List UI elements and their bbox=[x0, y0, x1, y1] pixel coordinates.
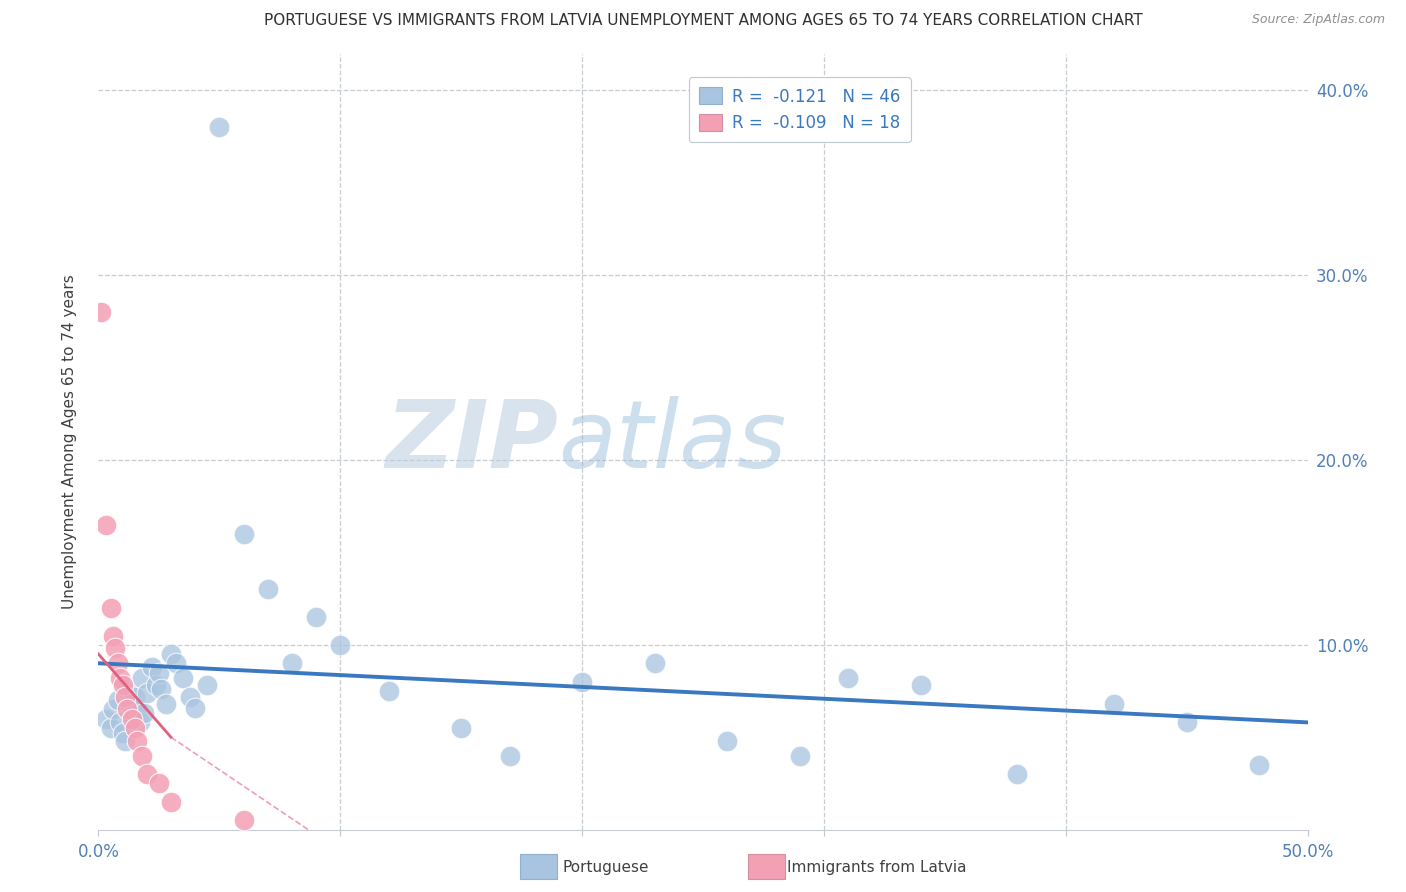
Point bbox=[107, 657, 129, 671]
Point bbox=[498, 748, 520, 763]
Point bbox=[1102, 697, 1125, 711]
Point bbox=[131, 671, 153, 685]
Point bbox=[94, 712, 117, 726]
Point bbox=[107, 693, 129, 707]
Point bbox=[160, 795, 183, 809]
Point bbox=[135, 767, 157, 781]
Point bbox=[145, 678, 167, 692]
Y-axis label: Unemployment Among Ages 65 to 74 years: Unemployment Among Ages 65 to 74 years bbox=[62, 274, 77, 609]
Point bbox=[127, 700, 149, 714]
Point bbox=[281, 657, 304, 671]
Text: Source: ZipAtlas.com: Source: ZipAtlas.com bbox=[1251, 13, 1385, 27]
Point bbox=[1249, 757, 1271, 772]
Point bbox=[256, 582, 278, 597]
Point bbox=[114, 690, 136, 704]
Point bbox=[165, 657, 187, 671]
Text: Immigrants from Latvia: Immigrants from Latvia bbox=[787, 860, 967, 874]
Point bbox=[141, 660, 163, 674]
Point bbox=[124, 690, 146, 704]
Point bbox=[910, 678, 932, 692]
Point bbox=[172, 671, 194, 685]
Point bbox=[644, 657, 666, 671]
Point bbox=[1007, 767, 1029, 781]
Point bbox=[208, 120, 231, 135]
Point bbox=[135, 686, 157, 700]
Point bbox=[134, 706, 156, 721]
Point bbox=[108, 715, 131, 730]
Point bbox=[377, 684, 399, 698]
Point bbox=[121, 712, 143, 726]
Point bbox=[716, 734, 738, 748]
Point bbox=[101, 628, 124, 642]
Point bbox=[329, 638, 352, 652]
Point bbox=[117, 684, 139, 698]
Point bbox=[148, 776, 170, 790]
Point bbox=[150, 682, 173, 697]
Point bbox=[232, 527, 254, 541]
Point bbox=[195, 678, 218, 692]
Point bbox=[179, 690, 201, 704]
Point bbox=[1175, 715, 1198, 730]
Text: atlas: atlas bbox=[558, 396, 786, 487]
Point bbox=[117, 702, 139, 716]
Point bbox=[100, 721, 122, 735]
Point bbox=[789, 748, 811, 763]
Point bbox=[104, 641, 127, 656]
Point bbox=[155, 697, 177, 711]
Point bbox=[450, 721, 472, 735]
Text: Portuguese: Portuguese bbox=[562, 860, 650, 874]
Point bbox=[118, 697, 141, 711]
Point bbox=[127, 734, 149, 748]
Legend: R =  -0.121   N = 46, R =  -0.109   N = 18: R = -0.121 N = 46, R = -0.109 N = 18 bbox=[689, 78, 911, 142]
Point bbox=[184, 700, 207, 714]
Text: ZIP: ZIP bbox=[385, 395, 558, 488]
Point bbox=[108, 671, 131, 685]
Point bbox=[124, 721, 146, 735]
Point bbox=[305, 610, 328, 624]
Point bbox=[111, 678, 134, 692]
Point bbox=[232, 814, 254, 828]
Point bbox=[94, 517, 117, 532]
Point bbox=[101, 702, 124, 716]
Point bbox=[148, 665, 170, 680]
Point bbox=[571, 674, 593, 689]
FancyBboxPatch shape bbox=[520, 854, 557, 879]
Point bbox=[131, 748, 153, 763]
Point bbox=[90, 305, 112, 319]
Point bbox=[837, 671, 859, 685]
Point bbox=[100, 600, 122, 615]
FancyBboxPatch shape bbox=[748, 854, 785, 879]
Point bbox=[111, 726, 134, 740]
Point bbox=[121, 708, 143, 723]
Point bbox=[160, 647, 183, 661]
Point bbox=[128, 715, 150, 730]
Text: PORTUGUESE VS IMMIGRANTS FROM LATVIA UNEMPLOYMENT AMONG AGES 65 TO 74 YEARS CORR: PORTUGUESE VS IMMIGRANTS FROM LATVIA UNE… bbox=[264, 13, 1142, 29]
Point bbox=[114, 734, 136, 748]
